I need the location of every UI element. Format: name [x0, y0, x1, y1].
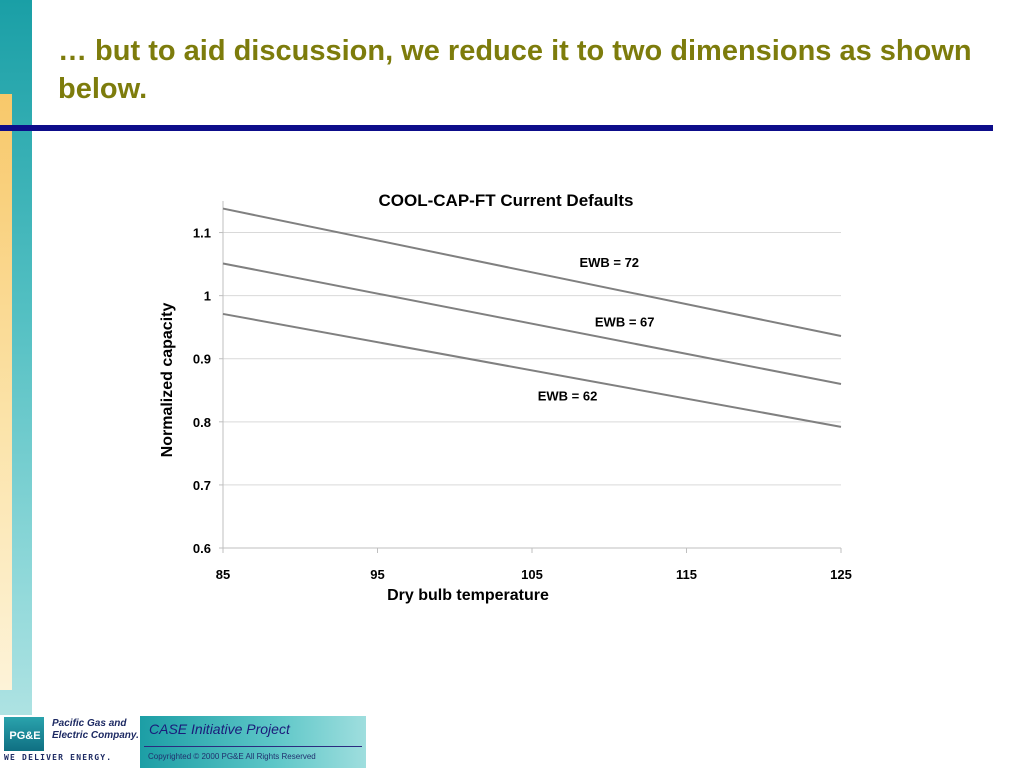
company-tagline: WE DELIVER ENERGY. [4, 753, 113, 762]
y-tick-label: 0.6 [193, 541, 211, 556]
company-name: Pacific Gas and Electric Company. [52, 718, 139, 741]
series-lines: EWB = 72 EWB = 67 EWB = 62 [222, 207, 842, 428]
x-tick-label: 115 [676, 567, 697, 582]
left-accent-band [0, 94, 12, 690]
logo-mark-text: PG&E [9, 730, 41, 742]
y-axis-ticks: 0.6 0.7 0.8 0.9 1 1.1 [193, 226, 223, 556]
footer-divider [144, 746, 362, 747]
footer-panel: CASE Initiative Project Copyrighted © 20… [140, 716, 366, 768]
y-axis-label: Normalized capacity [159, 303, 176, 458]
pge-logo-icon: PG&E [4, 717, 44, 751]
series-line [222, 262, 842, 385]
company-logo: PG&E Pacific Gas and Electric Company. W… [0, 715, 140, 768]
x-tick-label: 125 [830, 567, 852, 582]
x-tick-label: 85 [216, 567, 230, 582]
series-label: EWB = 62 [538, 388, 598, 403]
axes [222, 201, 841, 549]
project-name: CASE Initiative Project [149, 721, 290, 737]
y-tick-label: 1 [204, 289, 211, 304]
x-axis-ticks: 85 95 105 115 125 [216, 548, 852, 582]
y-tick-label: 0.7 [193, 478, 211, 493]
series-line [222, 312, 842, 428]
y-tick-label: 0.8 [193, 415, 211, 430]
y-tick-label: 0.9 [193, 352, 211, 367]
slide-title: … but to aid discussion, we reduce it to… [58, 35, 972, 105]
copyright-notice: Copyrighted © 2000 PG&E All Rights Reser… [148, 752, 316, 761]
series-line [222, 207, 842, 337]
title-divider [0, 125, 993, 131]
x-tick-label: 105 [521, 567, 543, 582]
series-label: EWB = 72 [579, 255, 639, 270]
series-label: EWB = 67 [595, 315, 655, 330]
chart-title: COOL-CAP-FT Current Defaults [379, 191, 634, 210]
x-axis-label: Dry bulb temperature [387, 587, 549, 604]
x-tick-label: 95 [370, 567, 384, 582]
y-tick-label: 1.1 [193, 226, 211, 241]
grid-lines [223, 232, 841, 486]
